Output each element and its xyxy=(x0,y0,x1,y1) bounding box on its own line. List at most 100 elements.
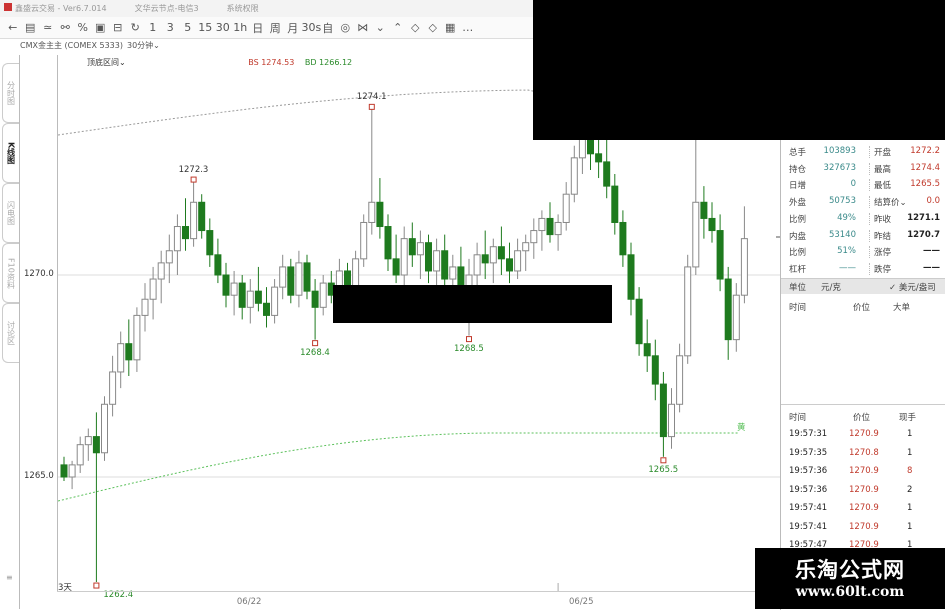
quote-label: 比例 xyxy=(789,214,807,225)
more-icon[interactable]: … xyxy=(462,21,474,34)
circle-icon[interactable]: ◎ xyxy=(340,21,351,34)
period-15[interactable]: 15 xyxy=(198,21,213,34)
candle-down xyxy=(125,343,133,361)
app-version: Ver6.7.014 xyxy=(62,4,107,13)
candle-up xyxy=(295,262,303,296)
bs-value: BS 1274.53 xyxy=(248,58,295,67)
extreme-label: 1272.3 xyxy=(178,165,209,176)
x-axis xyxy=(57,591,780,609)
period-week[interactable]: 周 xyxy=(269,21,281,35)
tick-time: 19:57:36 xyxy=(789,484,828,495)
quote-label: 开盘 xyxy=(869,146,891,158)
quote-value: 1274.4 xyxy=(910,162,940,173)
tick-volume: 1 xyxy=(907,503,913,513)
quote-row: 内盘 53140 昨结 1270.7 xyxy=(781,228,945,243)
period-day[interactable]: 日 xyxy=(252,21,264,35)
period-month[interactable]: 月 xyxy=(287,21,299,35)
candle-up xyxy=(473,254,481,276)
tab-timeshare[interactable]: 分时图 xyxy=(2,63,19,123)
x-tick-label: 06/25 xyxy=(569,597,594,607)
quote-label: 最高 xyxy=(869,162,891,175)
left-arrow-icon[interactable]: ◇ xyxy=(411,21,420,34)
period-custom[interactable]: 自 xyxy=(322,21,334,35)
layout-icon[interactable]: ▦ xyxy=(445,21,456,34)
y-tick-label: 1265.0 xyxy=(24,471,54,481)
link-icon[interactable]: ⚯ xyxy=(60,21,70,34)
symbol-bar: CMX金主主 (COMEX 5333) 30分钟⌄ xyxy=(20,40,160,52)
tab-kline[interactable]: K线图 xyxy=(2,123,19,183)
tick-volume: 1 xyxy=(907,540,913,550)
candle-up xyxy=(149,278,157,300)
candle-down xyxy=(311,290,319,308)
tick-row: 19:57:41 1270.9 1 xyxy=(781,519,945,536)
indicator-select[interactable]: 顶底区间⌄ xyxy=(87,58,126,67)
tab-discussion[interactable]: 讨论区 xyxy=(2,303,19,363)
chart-icon[interactable]: ▣ xyxy=(95,21,106,34)
candle-up xyxy=(449,266,457,280)
candle-down xyxy=(441,250,449,280)
candle-down xyxy=(635,298,643,345)
chevron-down-icon[interactable]: ⌄ xyxy=(375,21,385,34)
candle-down xyxy=(651,355,659,385)
period-1h[interactable]: 1h xyxy=(233,21,248,34)
bowtie-icon[interactable]: ⋈ xyxy=(357,21,369,34)
stats-icon[interactable]: % xyxy=(77,21,88,34)
candle-down xyxy=(643,343,651,357)
quote-label: 杠杆 xyxy=(789,264,807,275)
right-arrow-icon[interactable]: ◇ xyxy=(428,21,437,34)
candle-down xyxy=(659,383,667,438)
chevron-up-icon[interactable]: ⌃ xyxy=(393,21,403,34)
candle-down xyxy=(716,230,724,280)
candle-up xyxy=(101,403,108,454)
period-select[interactable]: 30分钟⌄ xyxy=(126,41,160,50)
refresh-icon[interactable]: ↻ xyxy=(130,21,140,34)
extreme-marker xyxy=(660,457,667,464)
back-icon[interactable]: ← xyxy=(8,21,18,34)
period-5[interactable]: 5 xyxy=(184,21,192,34)
extreme-label: 1268.4 xyxy=(300,347,330,358)
quote-value: 53140 xyxy=(828,229,856,240)
candle-up xyxy=(173,226,181,252)
list-icon[interactable]: ▤ xyxy=(25,21,36,34)
quote-row: 比例 51% 涨停 —— xyxy=(781,244,945,259)
tab-f10[interactable]: F10资料 xyxy=(2,243,19,303)
symbol-name[interactable]: CMX金主主 (COMEX 5333) xyxy=(20,41,123,50)
quote-value: 103893 xyxy=(823,146,856,156)
line-icon[interactable]: ≃ xyxy=(43,21,53,34)
candle-down xyxy=(708,217,716,232)
period-30[interactable]: 30 xyxy=(215,21,230,34)
unit-bar: 单位 元/克 ✓ 美元/盎司 xyxy=(781,278,945,294)
candle-up xyxy=(84,436,92,446)
redaction-box xyxy=(533,0,945,140)
candle-up xyxy=(400,238,408,276)
window-icon[interactable]: ⊟ xyxy=(113,21,123,34)
x-tick-label: 06/22 xyxy=(236,597,262,607)
period-30s[interactable]: 30s xyxy=(301,21,322,34)
quote-panel: 总手 103893 开盘 1272.2 持仓 327673 最高 1274.4 日增… xyxy=(780,140,945,610)
candle-up xyxy=(554,221,562,236)
unit-cny[interactable]: 元/克 xyxy=(821,283,841,293)
candle-down xyxy=(214,254,222,276)
candle-up xyxy=(740,238,748,296)
candle-up xyxy=(692,201,700,268)
tab-flash[interactable]: 闪电图 xyxy=(2,183,19,243)
y-tick-label: 1270.0 xyxy=(24,269,54,279)
period-3[interactable]: 3 xyxy=(166,21,174,34)
quote-label: 昨收 xyxy=(869,212,891,225)
col-price: 价位 xyxy=(853,303,871,313)
candle-up xyxy=(141,298,149,316)
period-1[interactable]: 1 xyxy=(149,21,157,34)
menu-icon[interactable]: ≡ xyxy=(6,573,13,582)
candle-up xyxy=(684,266,692,357)
quote-value: 327673 xyxy=(823,162,856,173)
quote-value: 0 xyxy=(850,179,856,190)
candle-down xyxy=(611,185,619,223)
candle-up xyxy=(109,371,117,405)
candle-up xyxy=(522,242,530,252)
candle-up xyxy=(732,294,740,341)
kline-chart[interactable] xyxy=(57,55,781,591)
tick-volume: 1 xyxy=(907,447,913,458)
unit-usd[interactable]: ✓ 美元/盎司 xyxy=(889,283,936,293)
candle-up xyxy=(433,250,441,272)
candle-down xyxy=(206,230,214,256)
